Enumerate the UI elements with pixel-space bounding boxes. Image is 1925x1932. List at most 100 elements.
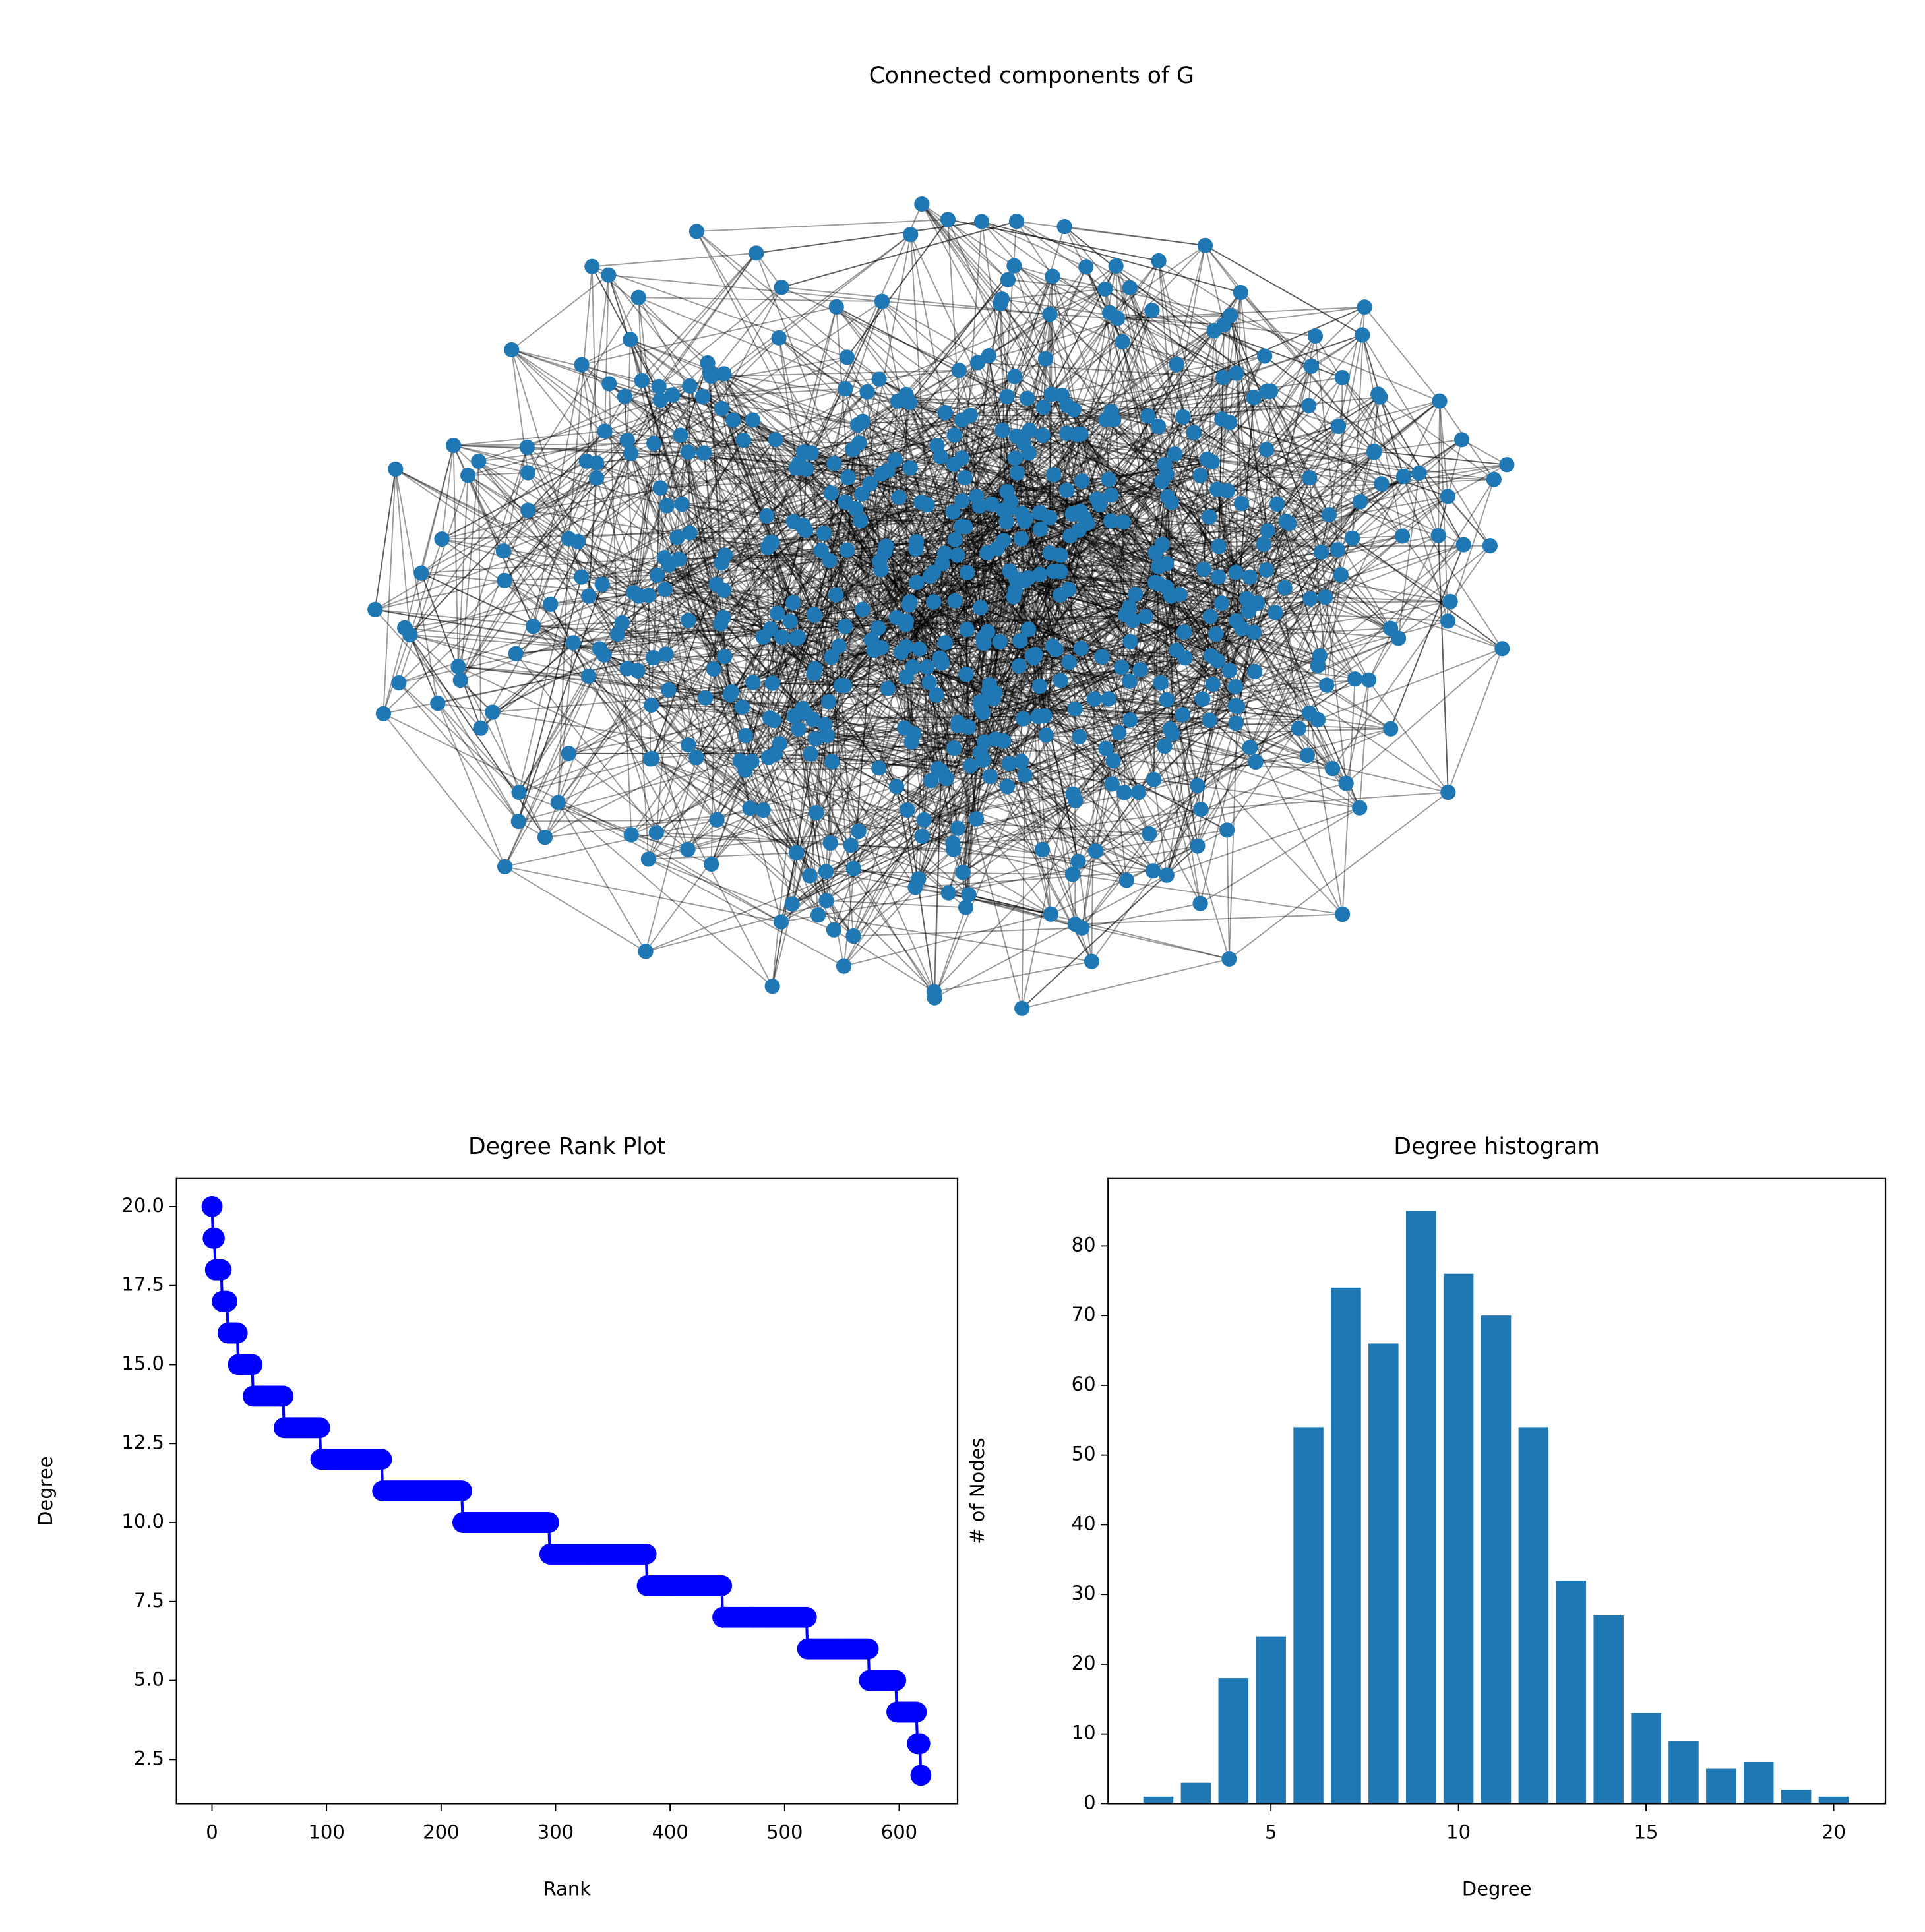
network-edge (1120, 415, 1149, 668)
marker (226, 1322, 248, 1344)
network-node (623, 445, 639, 462)
network-node (714, 400, 729, 417)
network-edge (1218, 400, 1440, 578)
network-edge (780, 818, 977, 923)
network-edge (658, 386, 803, 527)
network-edge (898, 394, 1062, 402)
network-node (1190, 777, 1206, 794)
network-node (1056, 218, 1072, 235)
network-edge (884, 505, 980, 553)
network-edge (617, 547, 768, 635)
network-edge (504, 866, 781, 923)
network-edge (1016, 355, 1265, 437)
network-edge (648, 477, 849, 596)
network-edge (398, 580, 505, 684)
network-edge (983, 759, 1153, 872)
network-edge (687, 636, 764, 850)
markers (201, 1196, 932, 1786)
network-edge (933, 601, 990, 692)
network-edge (688, 386, 797, 639)
network-node (669, 529, 685, 545)
network-node (1078, 259, 1094, 275)
network-edge (1200, 791, 1448, 810)
network-node (1037, 351, 1054, 367)
network-edge (1006, 491, 1159, 585)
network-edge (1209, 596, 1326, 721)
network-node (996, 533, 1012, 549)
network-edge (1250, 746, 1449, 793)
network-edge (941, 436, 1018, 663)
network-node (959, 564, 975, 581)
network-edge (458, 666, 546, 838)
network-edge (1130, 719, 1391, 730)
network-edge (1008, 279, 1105, 290)
network-node (597, 423, 613, 439)
network-edge (1010, 501, 1114, 761)
network-edge (1020, 595, 1061, 762)
network-edge (601, 453, 632, 585)
network-edge (1337, 307, 1366, 427)
network-edge (624, 396, 634, 593)
network-edge (588, 595, 841, 686)
network-edge (1373, 452, 1503, 649)
network-node (818, 864, 834, 880)
network-node (973, 599, 989, 616)
network-node (1302, 470, 1318, 486)
network-edge (1250, 727, 1299, 748)
network-edge (1003, 680, 1062, 742)
network-edge (1217, 315, 1231, 577)
network-edge (915, 398, 1028, 543)
network-edge (568, 266, 593, 539)
network-edge (705, 697, 747, 737)
network-edge (780, 770, 942, 922)
x-tick-label: 15 (1634, 1821, 1659, 1843)
network-edge (937, 768, 1153, 872)
network-edge (638, 297, 661, 489)
network-edge (989, 657, 1186, 692)
network-edge (410, 634, 666, 655)
network-edge (453, 444, 597, 479)
network-edge (1172, 728, 1391, 735)
network-node (471, 453, 487, 469)
network-edge (1016, 473, 1041, 530)
network-edge (730, 576, 931, 696)
network-edge (1053, 474, 1237, 622)
network-node (923, 773, 939, 789)
network-edge (1154, 315, 1231, 583)
network-node (1176, 624, 1192, 640)
network-edge (948, 800, 1076, 893)
network-node (644, 750, 660, 766)
network-edge (962, 411, 1112, 502)
network-edge (767, 547, 943, 664)
network-node (992, 634, 1008, 649)
network-node (1132, 661, 1148, 678)
network-edge (518, 541, 579, 793)
network-edge (689, 532, 794, 603)
network-node (1104, 776, 1120, 792)
y-tick-label: 2.5 (134, 1747, 164, 1769)
marker (857, 1638, 879, 1660)
network-edge (398, 682, 520, 793)
network-edge (847, 526, 965, 551)
network-edge (1227, 396, 1381, 492)
network-edge (1165, 365, 1312, 564)
network-edge (836, 578, 1016, 596)
network-edge (568, 538, 814, 615)
network-edge (630, 339, 807, 531)
network-edge (778, 337, 993, 505)
network-edge (772, 541, 837, 596)
network-node (1440, 784, 1456, 800)
network-node (759, 508, 775, 524)
network-edge (1101, 656, 1198, 847)
network-edge (958, 369, 1165, 466)
network-edge (1203, 330, 1215, 570)
network-edge (1045, 734, 1114, 762)
network-edge (1235, 373, 1258, 603)
network-edge (410, 634, 589, 677)
network-edge (641, 380, 888, 471)
network-edge (632, 386, 660, 593)
network-edge (721, 501, 846, 564)
network-edge (860, 401, 899, 521)
y-tick-label: 60 (1072, 1373, 1096, 1395)
network-node (1022, 423, 1037, 438)
